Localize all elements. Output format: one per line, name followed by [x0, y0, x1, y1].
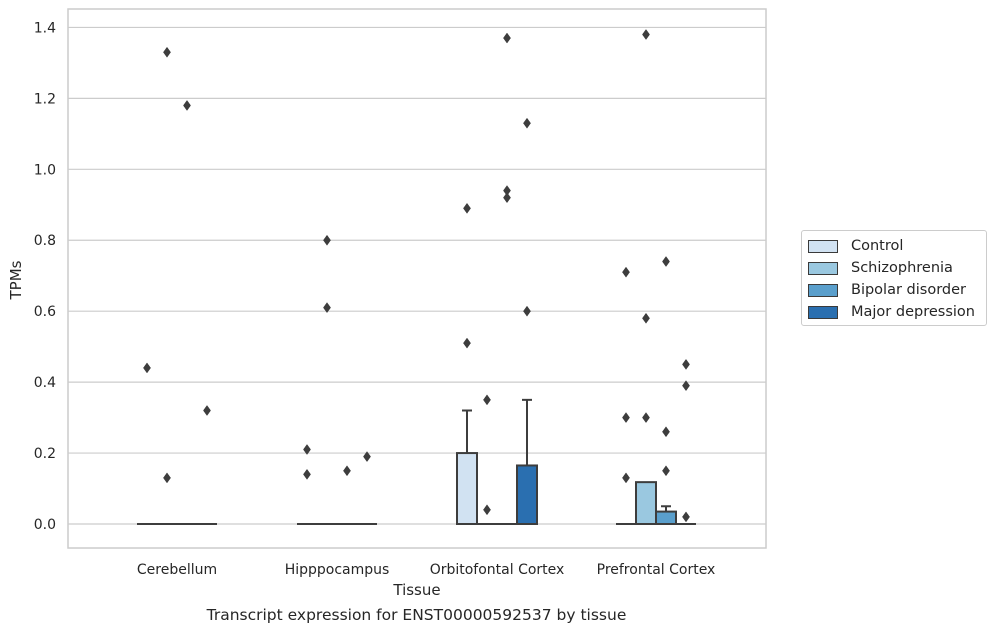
- outlier-point: [323, 302, 331, 314]
- outlier-point: [203, 405, 211, 416]
- y-tick-label: 0.2: [34, 446, 56, 462]
- y-tick-label: 1.4: [34, 20, 56, 36]
- boxes: [137, 398, 696, 526]
- outlier-point: [662, 426, 670, 438]
- legend-swatch-schizophrenia: [808, 261, 838, 275]
- outlier-point: [163, 472, 171, 484]
- x-tick-label: Cerebellum: [137, 562, 217, 578]
- outlier-point: [523, 117, 531, 129]
- y-tick-label: 0.8: [34, 233, 56, 249]
- legend-item-major-depression: Major depression: [808, 303, 975, 321]
- outlier-point: [642, 29, 650, 40]
- outlier-point: [303, 468, 311, 480]
- legend-swatch-major-depression: [808, 305, 838, 319]
- outlier-point: [503, 192, 511, 204]
- y-tick-label: 0.6: [34, 304, 56, 320]
- y-tick-labels: 0.0 0.2 0.4 0.6 0.8 1.0 1.2 1.4: [34, 20, 56, 533]
- outlier-point: [463, 202, 471, 214]
- outlier-point: [682, 511, 690, 523]
- legend-item-schizophrenia: Schizophrenia: [808, 259, 953, 277]
- outlier-point: [483, 504, 491, 516]
- chart-caption: Transcript expression for ENST0000059253…: [206, 606, 627, 624]
- outlier-point: [303, 444, 311, 455]
- outlier-point: [323, 234, 331, 246]
- y-tick-label: 0.4: [34, 375, 56, 391]
- outlier-point: [662, 465, 670, 477]
- y-axis-title: TPMs: [7, 260, 25, 300]
- outliers: [143, 29, 690, 523]
- plot-frame: [67, 8, 767, 549]
- x-tick-label: Prefrontal Cortex: [597, 562, 716, 578]
- outlier-point: [662, 256, 670, 267]
- outlier-point: [642, 412, 650, 424]
- y-tick-label: 1.0: [34, 162, 56, 178]
- legend-label: Bipolar disorder: [851, 282, 966, 298]
- outlier-point: [363, 451, 371, 463]
- outlier-point: [642, 312, 650, 324]
- outlier-point: [483, 394, 491, 406]
- box: [456, 452, 478, 525]
- outlier-point: [343, 465, 351, 477]
- x-tick-labels: Cerebellum Hipppocampus Orbitofontal Corte…: [137, 562, 715, 578]
- legend-label: Major depression: [851, 304, 975, 320]
- outlier-point: [183, 100, 191, 111]
- legend-item-bipolar-disorder: Bipolar disorder: [808, 281, 966, 299]
- legend-swatch-bipolar-disorder: [808, 283, 838, 297]
- legend-label: Schizophrenia: [851, 260, 953, 276]
- legend-swatch-control: [808, 239, 838, 253]
- box: [655, 510, 677, 526]
- outlier-point: [523, 305, 531, 317]
- outlier-point: [682, 358, 690, 370]
- y-tick-label: 1.2: [34, 91, 56, 107]
- box: [635, 481, 657, 525]
- outlier-point: [463, 337, 471, 349]
- outlier-point: [622, 266, 630, 278]
- x-tick-label: Orbitofontal Cortex: [430, 562, 565, 578]
- outlier-point: [143, 362, 151, 374]
- outlier-point: [503, 32, 511, 44]
- outlier-point: [622, 412, 630, 424]
- box: [516, 464, 538, 525]
- gridlines: [68, 26, 766, 525]
- legend-label: Control: [851, 238, 904, 254]
- legend: Control Schizophrenia Bipolar disorder M…: [801, 230, 987, 326]
- outlier-point: [682, 380, 690, 392]
- x-tick-label: Hipppocampus: [285, 562, 390, 578]
- x-axis-title: Tissue: [392, 581, 440, 599]
- legend-item-control: Control: [808, 237, 903, 255]
- y-tick-label: 0.0: [34, 517, 56, 533]
- outlier-point: [163, 46, 171, 58]
- outlier-point: [622, 472, 630, 484]
